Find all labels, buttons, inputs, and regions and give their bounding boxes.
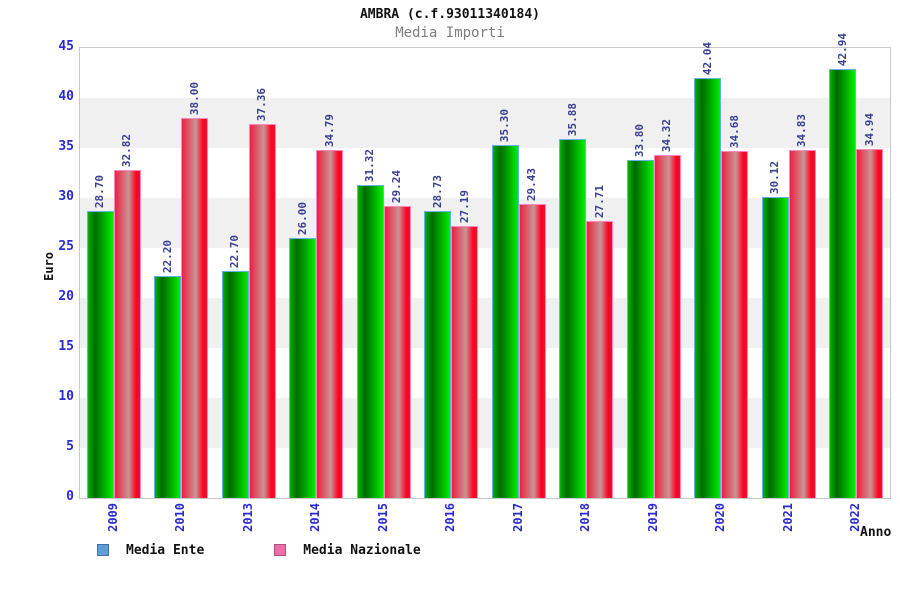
value-label-media-ente-2018: 35.88 [566,102,579,136]
bar-media-ente-2010 [154,276,181,498]
value-label-media-nazionale-2013: 37.36 [255,87,268,121]
value-label-media-ente-2022: 42.94 [836,32,849,66]
x-tick-2013: 2013 [241,503,255,532]
bar-media-ente-2013 [222,271,249,498]
value-label-media-ente-2009: 28.70 [93,174,106,208]
value-label-media-nazionale-2022: 34.94 [863,112,876,146]
value-label-media-ente-2020: 42.04 [701,41,714,75]
legend-swatch-media-nazionale-icon [274,543,287,556]
y-tick-5: 5 [66,439,74,454]
value-label-media-nazionale-2016: 27.19 [458,189,471,223]
bar-media-nazionale-2018 [586,221,613,498]
bar-media-nazionale-2015 [384,206,411,498]
value-label-media-nazionale-2019: 34.32 [660,118,673,152]
legend-label-media-ente: Media Ente [126,543,205,558]
bar-media-nazionale-2017 [519,204,546,498]
value-label-media-nazionale-2010: 38.00 [188,81,201,115]
chart-title: AMBRA (c.f.93011340184) [359,7,540,22]
value-label-media-nazionale-2014: 34.79 [323,113,336,147]
legend-swatch-media-ente-icon [97,543,109,556]
bar-media-nazionale-2010 [181,118,208,498]
bar-media-ente-2017 [492,145,519,498]
value-label-media-ente-2021: 30.12 [768,160,781,194]
bar-media-nazionale-2019 [654,155,681,498]
value-label-media-nazionale-2021: 34.83 [795,113,808,147]
x-tick-2010: 2010 [173,503,187,532]
legend-label-media-nazionale: Media Nazionale [303,543,421,558]
y-tick-15: 15 [58,339,74,354]
y-tick-20: 20 [58,289,74,304]
x-tick-2021: 2021 [781,503,795,532]
y-tick-10: 10 [58,389,74,404]
bar-media-ente-2022 [829,69,856,498]
value-label-media-nazionale-2018: 27.71 [593,184,606,218]
value-label-media-ente-2016: 28.73 [431,174,444,208]
value-label-media-ente-2014: 26.00 [296,201,309,235]
legend: Media Ente Media Nazionale [97,543,421,559]
y-tick-40: 40 [58,89,74,104]
y-tick-45: 45 [58,39,74,54]
bar-media-nazionale-2020 [721,151,748,498]
value-label-media-ente-2013: 22.70 [228,234,241,268]
x-tick-2016: 2016 [443,503,457,532]
value-label-media-ente-2015: 31.32 [363,148,376,182]
y-tick-0: 0 [66,489,74,504]
y-tick-25: 25 [58,239,74,254]
value-label-media-nazionale-2009: 32.82 [120,133,133,167]
bar-media-ente-2016 [424,211,451,498]
bar-media-nazionale-2009 [114,170,141,498]
bar-media-ente-2009 [87,211,114,498]
x-tick-2017: 2017 [511,503,525,532]
bar-media-nazionale-2021 [789,150,816,498]
value-label-media-ente-2017: 35.30 [498,108,511,142]
bar-media-nazionale-2022 [856,149,883,498]
chart-subtitle: Media Importi [395,25,505,41]
value-label-media-nazionale-2020: 34.68 [728,114,741,148]
x-tick-2015: 2015 [376,503,390,532]
bar-media-ente-2020 [694,78,721,498]
value-label-media-ente-2019: 33.80 [633,123,646,157]
plot-area: 28.70 32.82 22.20 38.00 22.70 37.36 26.00 34.79… [79,33,891,499]
value-label-media-nazionale-2017: 29.43 [525,167,538,201]
bar-media-ente-2021 [762,197,789,498]
y-axis-title: Euro [42,252,56,281]
bar-media-ente-2015 [357,185,384,498]
x-tick-2014: 2014 [308,503,322,532]
x-tick-2019: 2019 [646,503,660,532]
bar-media-nazionale-2014 [316,150,343,498]
bar-media-ente-2018 [559,139,586,498]
x-tick-2020: 2020 [713,503,727,532]
value-label-media-ente-2010: 22.20 [161,239,174,273]
x-tick-2009: 2009 [106,503,120,532]
value-label-media-nazionale-2015: 29.24 [390,169,403,203]
bar-media-nazionale-2016 [451,226,478,498]
bar-media-ente-2019 [627,160,654,498]
x-tick-2018: 2018 [578,503,592,532]
bar-media-nazionale-2013 [249,124,276,498]
y-tick-30: 30 [58,189,74,204]
x-axis-title: Anno [860,525,892,540]
y-tick-35: 35 [58,139,74,154]
bar-media-ente-2014 [289,238,316,498]
